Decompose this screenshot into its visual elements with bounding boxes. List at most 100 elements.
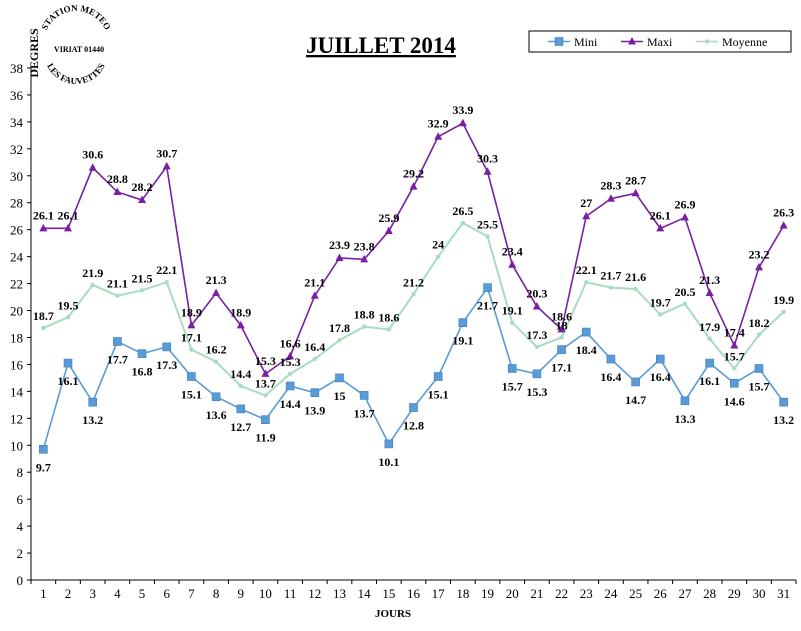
data-label-mini: 18.4 — [576, 343, 597, 357]
data-label-mini: 13.2 — [82, 413, 103, 427]
data-label-mini: 15.1 — [428, 388, 449, 402]
data-label-moyenne: 21.7 — [600, 269, 621, 283]
data-label-moyenne: 17.8 — [329, 321, 350, 335]
data-point-moyenne — [337, 337, 342, 343]
data-point-moyenne — [115, 293, 120, 298]
data-point-maxi — [656, 223, 665, 232]
data-label-moyenne: 19.7 — [650, 296, 671, 310]
data-label-maxi: 26.3 — [773, 206, 794, 220]
data-point-mini — [631, 377, 640, 387]
data-label-moyenne: 18.7 — [33, 309, 54, 323]
y-tick-label: 32 — [10, 142, 23, 157]
data-point-maxi — [409, 182, 418, 190]
data-label-maxi: 25.9 — [378, 211, 399, 225]
data-point-mini — [285, 381, 295, 391]
data-label-maxi: 21.3 — [699, 273, 720, 287]
data-label-maxi: 30.6 — [82, 148, 103, 162]
x-tick-label: 27 — [678, 586, 692, 601]
data-point-maxi — [113, 187, 122, 195]
data-label-moyenne: 21.2 — [403, 275, 424, 289]
x-tick-label: 19 — [481, 586, 494, 601]
data-point-maxi — [458, 118, 467, 127]
data-point-maxi — [582, 211, 591, 220]
data-point-maxi — [187, 320, 196, 329]
data-point-mini — [384, 439, 394, 449]
data-point-mini — [458, 318, 468, 327]
data-point-maxi — [286, 351, 295, 360]
data-label-mini: 17.7 — [107, 353, 128, 367]
x-tick-label: 7 — [188, 586, 195, 601]
data-label-moyenne: 18.6 — [378, 310, 399, 324]
data-point-maxi — [360, 254, 369, 263]
data-point-mini — [730, 378, 739, 388]
data-point-moyenne — [732, 366, 737, 371]
data-point-mini — [113, 337, 122, 346]
data-point-moyenne — [189, 347, 194, 352]
data-label-mini: 15.7 — [748, 379, 769, 393]
data-label-mini: 15.1 — [181, 388, 202, 402]
data-label-maxi: 28.7 — [625, 173, 646, 187]
x-tick-label: 20 — [506, 586, 519, 601]
data-label-moyenne: 24 — [432, 238, 444, 252]
y-tick-label: 14 — [10, 384, 24, 399]
data-point-moyenne — [361, 324, 367, 329]
data-label-moyenne: 22.1 — [156, 263, 177, 277]
data-label-mini: 16.1 — [699, 374, 720, 388]
data-label-moyenne: 13.7 — [255, 376, 276, 390]
data-label-moyenne: 21.1 — [107, 277, 128, 291]
data-point-moyenne — [608, 285, 614, 290]
x-tick-label: 25 — [629, 586, 642, 601]
y-tick-label: 6 — [17, 492, 24, 507]
x-tick-label: 24 — [604, 586, 618, 601]
data-label-moyenne: 17.3 — [526, 328, 547, 342]
data-label-maxi: 17.4 — [724, 326, 745, 340]
x-tick-label: 17 — [432, 586, 446, 601]
chart-title: JUILLET 2014 — [306, 33, 456, 58]
data-point-moyenne — [238, 383, 243, 389]
data-point-mini — [483, 283, 492, 292]
data-label-moyenne: 18 — [556, 318, 568, 332]
data-label-maxi: 26.1 — [650, 208, 671, 222]
data-point-moyenne — [435, 254, 441, 259]
data-label-maxi: 27 — [580, 196, 592, 210]
data-label-mini: 13.7 — [354, 406, 375, 420]
data-label-maxi: 18.9 — [181, 305, 202, 319]
data-point-mini — [705, 358, 714, 368]
x-tick-label: 4 — [114, 586, 121, 601]
x-tick-label: 12 — [308, 586, 321, 601]
data-label-maxi: 21.3 — [206, 273, 227, 287]
data-label-mini: 11.9 — [255, 431, 275, 445]
legend-marker-moyenne — [704, 39, 710, 44]
data-label-moyenne: 16.2 — [206, 343, 227, 357]
x-tick-label: 29 — [728, 586, 741, 601]
data-point-mini — [335, 373, 344, 383]
data-label-maxi: 28.8 — [107, 172, 128, 186]
legend-label-moyenne: Moyenne — [722, 35, 767, 49]
data-point-mini — [211, 392, 221, 402]
x-tick-label: 14 — [358, 586, 372, 601]
data-label-maxi: 18.9 — [230, 305, 251, 319]
x-tick-label: 2 — [65, 586, 72, 601]
data-point-maxi — [88, 163, 97, 171]
data-point-maxi — [64, 223, 73, 232]
data-point-mini — [655, 354, 665, 364]
data-label-moyenne: 17.1 — [181, 331, 202, 345]
data-label-maxi: 23.9 — [329, 238, 350, 252]
data-point-mini — [779, 397, 788, 407]
data-label-mini: 16.1 — [58, 374, 79, 388]
data-point-moyenne — [633, 286, 638, 292]
y-tick-label: 0 — [17, 573, 24, 588]
data-point-moyenne — [386, 327, 392, 332]
data-label-mini: 14.6 — [724, 394, 745, 408]
data-label-moyenne: 20.5 — [674, 285, 695, 299]
data-point-moyenne — [65, 315, 71, 320]
data-point-moyenne — [287, 371, 293, 377]
data-point-mini — [310, 388, 320, 398]
x-tick-label: 26 — [654, 586, 668, 601]
y-tick-label: 34 — [10, 115, 24, 130]
data-label-maxi: 28.2 — [132, 180, 153, 194]
x-tick-label: 5 — [139, 586, 146, 601]
data-point-maxi — [39, 223, 48, 232]
data-label-mini: 16.4 — [650, 370, 671, 384]
data-point-moyenne — [411, 292, 416, 297]
